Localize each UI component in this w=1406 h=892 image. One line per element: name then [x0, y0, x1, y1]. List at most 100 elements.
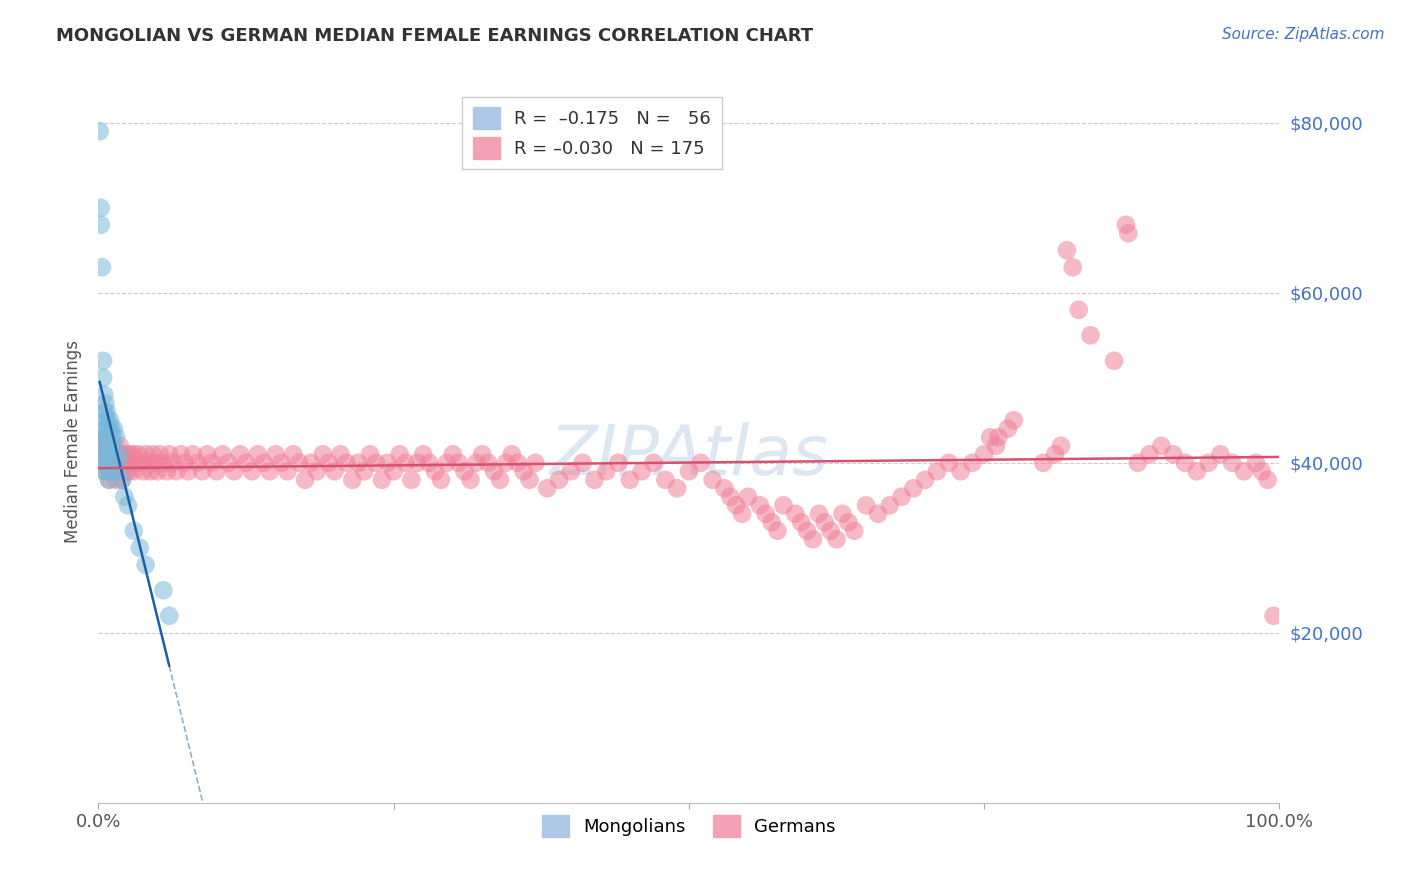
Point [388, 447, 411, 461]
Point [101, 447, 124, 461]
Point [235, 456, 257, 470]
Point [89, 124, 111, 138]
Point [94, 447, 117, 461]
Point [323, 464, 346, 478]
Point [925, 464, 948, 478]
Point [506, 456, 529, 470]
Point [105, 447, 128, 461]
Point [105, 456, 128, 470]
Point [117, 498, 139, 512]
Point [157, 608, 180, 623]
Point [94, 396, 117, 410]
Point [94, 413, 117, 427]
Point [536, 481, 558, 495]
Point [93, 388, 115, 402]
Point [94, 430, 117, 444]
Point [702, 473, 724, 487]
Point [1174, 456, 1197, 470]
Point [1139, 447, 1161, 461]
Point [90, 218, 112, 232]
Point [519, 473, 541, 487]
Point [152, 583, 174, 598]
Point [115, 447, 138, 461]
Point [110, 447, 132, 461]
Point [120, 447, 142, 461]
Point [807, 507, 830, 521]
Point [755, 507, 778, 521]
Point [1161, 447, 1184, 461]
Point [477, 456, 499, 470]
Point [195, 447, 218, 461]
Point [224, 464, 246, 478]
Point [91, 371, 114, 385]
Point [335, 456, 357, 470]
Point [1056, 244, 1078, 258]
Point [135, 447, 157, 461]
Point [96, 447, 118, 461]
Point [259, 464, 281, 478]
Point [103, 422, 125, 436]
Point [98, 447, 121, 461]
Point [406, 456, 429, 470]
Point [465, 456, 488, 470]
Point [801, 533, 824, 547]
Point [100, 422, 122, 436]
Point [121, 456, 143, 470]
Point [1244, 456, 1267, 470]
Point [382, 464, 405, 478]
Point [984, 439, 1007, 453]
Point [619, 473, 641, 487]
Point [973, 447, 995, 461]
Point [105, 430, 128, 444]
Point [501, 447, 523, 461]
Point [460, 473, 482, 487]
Point [820, 524, 842, 538]
Text: MONGOLIAN VS GERMAN MEDIAN FEMALE EARNINGS CORRELATION CHART: MONGOLIAN VS GERMAN MEDIAN FEMALE EARNIN… [56, 27, 813, 45]
Point [1150, 439, 1173, 453]
Point [114, 464, 136, 478]
Point [866, 507, 889, 521]
Point [152, 456, 174, 470]
Point [489, 473, 512, 487]
Point [135, 558, 157, 572]
Point [111, 473, 134, 487]
Point [98, 456, 121, 470]
Point [394, 456, 416, 470]
Point [879, 498, 901, 512]
Point [111, 473, 134, 487]
Point [201, 456, 224, 470]
Point [173, 456, 195, 470]
Point [93, 405, 115, 419]
Point [98, 473, 121, 487]
Point [91, 439, 114, 453]
Point [96, 456, 118, 470]
Point [1080, 328, 1102, 343]
Point [1209, 447, 1232, 461]
Point [1126, 456, 1149, 470]
Point [1198, 456, 1220, 470]
Point [1220, 456, 1243, 470]
Point [737, 490, 759, 504]
Point [211, 447, 233, 461]
Point [766, 524, 789, 538]
Point [96, 456, 118, 470]
Point [146, 464, 169, 478]
Point [548, 473, 571, 487]
Point [181, 447, 204, 461]
Point [312, 447, 335, 461]
Point [191, 464, 214, 478]
Point [97, 447, 120, 461]
Point [97, 464, 120, 478]
Point [142, 447, 165, 461]
Point [101, 447, 124, 461]
Point [1185, 464, 1208, 478]
Point [91, 447, 114, 461]
Point [98, 464, 121, 478]
Point [790, 516, 813, 530]
Point [125, 456, 148, 470]
Point [524, 456, 547, 470]
Point [108, 447, 131, 461]
Point [217, 456, 239, 470]
Point [1263, 608, 1285, 623]
Point [128, 447, 150, 461]
